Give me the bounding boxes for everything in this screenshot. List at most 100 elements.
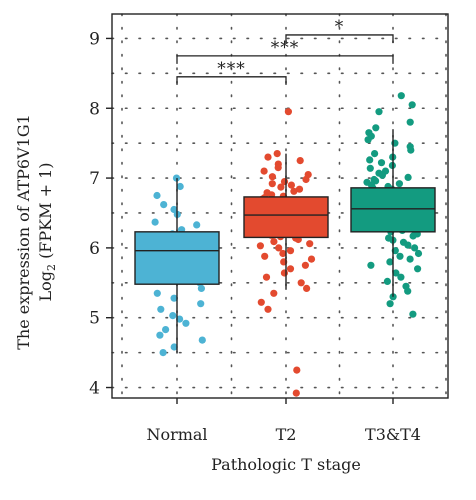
data-point bbox=[159, 349, 167, 357]
data-point bbox=[275, 244, 283, 252]
data-point bbox=[157, 305, 165, 313]
data-point bbox=[257, 298, 265, 306]
y-tick-label: 7 bbox=[89, 169, 100, 189]
data-point bbox=[169, 312, 177, 320]
data-point bbox=[274, 164, 282, 172]
data-point bbox=[292, 389, 300, 397]
data-point bbox=[306, 240, 314, 248]
data-point bbox=[396, 252, 404, 260]
data-point bbox=[284, 108, 292, 116]
data-point bbox=[197, 284, 205, 292]
data-point bbox=[176, 182, 184, 191]
data-point bbox=[407, 146, 415, 154]
plot-frame bbox=[111, 13, 449, 399]
data-point bbox=[156, 331, 164, 339]
data-point bbox=[307, 255, 316, 263]
x-axis-title: Pathologic T stage bbox=[211, 455, 361, 474]
significance-brackets: ******* bbox=[176, 17, 394, 85]
data-point bbox=[297, 279, 305, 287]
x-tick-label: Normal bbox=[146, 425, 207, 444]
y-tick-label: 6 bbox=[89, 239, 100, 259]
data-point bbox=[364, 136, 372, 144]
data-point bbox=[406, 255, 414, 263]
data-point bbox=[182, 319, 190, 327]
y-axis-title-line1: The expression of ATP6V1G1 bbox=[14, 114, 33, 350]
data-point bbox=[397, 273, 405, 281]
data-point bbox=[408, 101, 416, 109]
data-point bbox=[162, 326, 170, 334]
data-point bbox=[279, 249, 287, 258]
data-point bbox=[302, 175, 310, 184]
y-tick-label: 5 bbox=[89, 309, 100, 329]
data-point bbox=[383, 277, 391, 285]
data-point bbox=[406, 118, 414, 126]
data-point bbox=[397, 92, 405, 100]
data-point bbox=[280, 269, 288, 277]
data-point bbox=[170, 343, 178, 351]
data-point bbox=[389, 293, 397, 301]
data-point bbox=[303, 284, 311, 292]
data-point bbox=[264, 153, 272, 161]
significance-label: * bbox=[335, 17, 345, 37]
axis-labels: Pathologic T stage The expression of ATP… bbox=[14, 114, 361, 474]
data-point bbox=[290, 187, 298, 195]
significance-bracket bbox=[176, 76, 287, 85]
data-point bbox=[268, 180, 276, 188]
data-point bbox=[395, 180, 403, 188]
data-point bbox=[404, 173, 412, 181]
data-point bbox=[286, 265, 295, 273]
data-point bbox=[296, 157, 304, 165]
data-point bbox=[277, 183, 285, 191]
data-point bbox=[386, 258, 394, 266]
x-tick-label: T2 bbox=[276, 425, 297, 444]
boxes bbox=[134, 129, 436, 353]
data-point bbox=[153, 289, 161, 297]
data-point bbox=[197, 300, 205, 308]
data-point bbox=[414, 265, 422, 273]
significance-bracket bbox=[176, 55, 394, 64]
data-point bbox=[151, 218, 159, 226]
data-point bbox=[198, 336, 206, 344]
data-point bbox=[414, 249, 423, 258]
data-point bbox=[293, 366, 301, 374]
significance-label: *** bbox=[217, 59, 246, 79]
y-tick-label: 8 bbox=[89, 99, 100, 119]
data-point bbox=[287, 181, 295, 189]
data-point bbox=[268, 173, 276, 181]
data-point bbox=[170, 294, 178, 302]
data-point bbox=[386, 300, 394, 308]
data-point bbox=[392, 269, 400, 277]
data-point bbox=[366, 156, 374, 164]
data-point bbox=[270, 289, 278, 297]
data-point bbox=[404, 241, 412, 249]
significance-bracket bbox=[285, 34, 394, 43]
data-point bbox=[256, 242, 264, 250]
data-point bbox=[409, 310, 417, 318]
box-t2 bbox=[243, 196, 329, 239]
data-point bbox=[286, 247, 295, 255]
y-tick-label: 4 bbox=[89, 379, 100, 399]
data-point bbox=[270, 238, 278, 246]
data-point bbox=[375, 108, 383, 116]
data-point bbox=[301, 261, 309, 269]
data-point bbox=[262, 273, 271, 281]
data-point bbox=[367, 261, 375, 269]
y-axis-unit: (FPKM + 1) bbox=[36, 162, 55, 264]
data-point bbox=[411, 244, 419, 252]
data-point bbox=[404, 287, 412, 295]
data-point bbox=[176, 315, 184, 323]
data-point bbox=[153, 191, 161, 200]
data-point bbox=[264, 305, 272, 313]
data-point bbox=[378, 171, 386, 179]
data-point bbox=[409, 232, 417, 240]
y-axis-title-line2: Log2 (FPKM + 1) bbox=[36, 162, 58, 301]
data-point bbox=[372, 124, 380, 132]
data-point bbox=[260, 167, 268, 175]
box-normal bbox=[134, 231, 220, 285]
data-point bbox=[193, 221, 201, 229]
data-point bbox=[377, 159, 386, 167]
data-point bbox=[371, 150, 379, 158]
axes: 4 5 6 7 8 9 Normal T2 T3&T4 bbox=[89, 13, 449, 444]
significance-label: *** bbox=[271, 38, 300, 58]
